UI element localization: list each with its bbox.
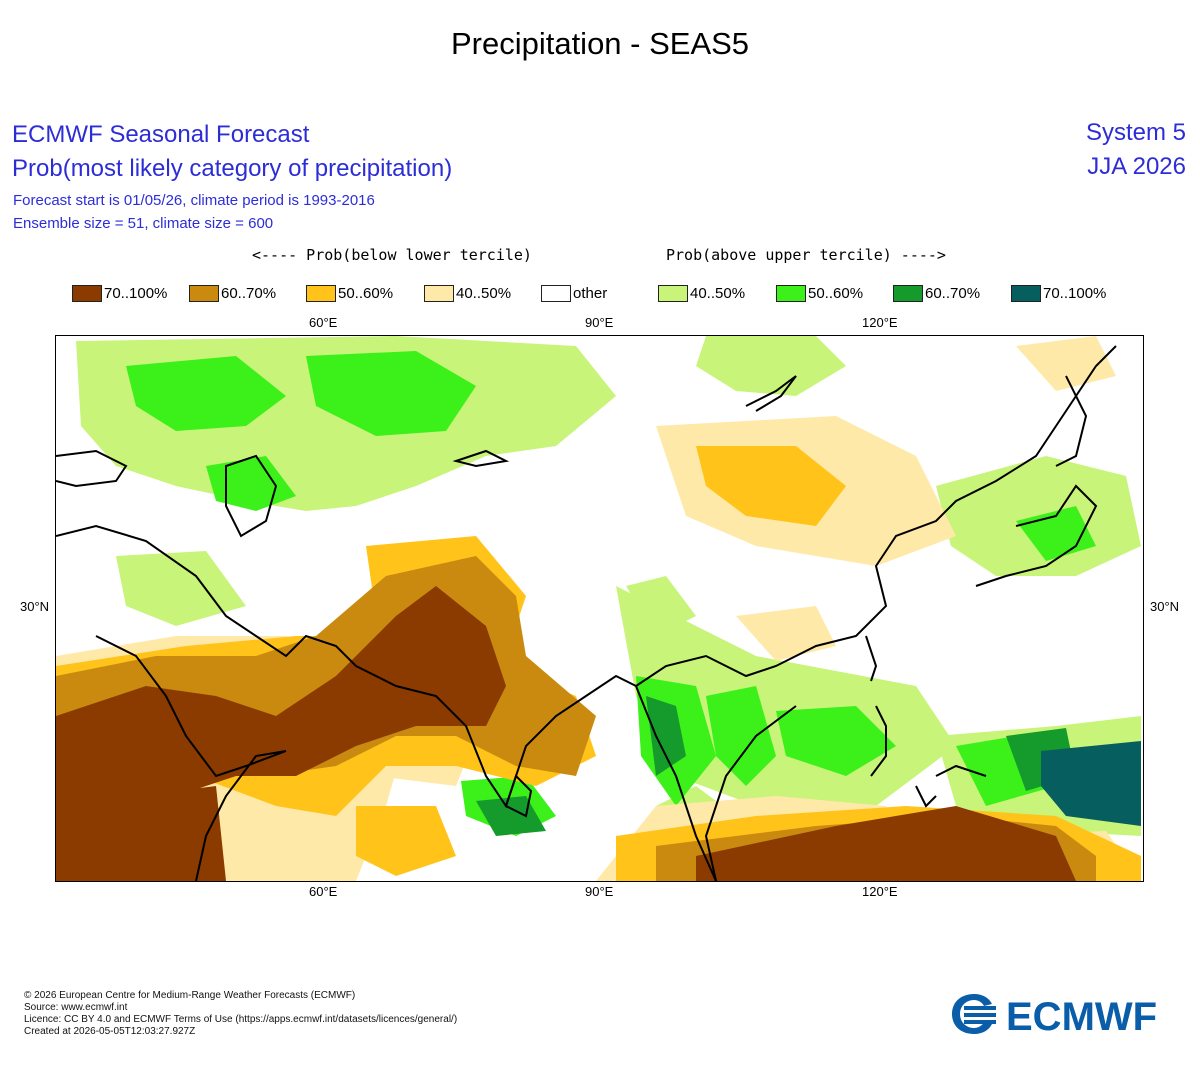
ecmwf-logo: ECMWF	[950, 990, 1180, 1039]
ensemble-info: Ensemble size = 51, climate size = 600	[13, 215, 274, 232]
legend-swatch	[306, 284, 336, 302]
forecast-subtitle: Prob(most likely category of precipitati…	[12, 155, 453, 182]
legend-swatch	[541, 284, 571, 302]
legend-item: 70..100%	[72, 283, 167, 303]
logo-text: ECMWF	[1006, 995, 1157, 1038]
footer-created: Created at 2026-05-05T12:03:27.927Z	[24, 1026, 196, 1037]
legend-swatch	[658, 284, 688, 302]
forecast-title: ECMWF Seasonal Forecast	[12, 121, 310, 148]
forecast-start-info: Forecast start is 01/05/26, climate peri…	[13, 192, 375, 209]
legend-label: 70..100%	[104, 284, 168, 302]
region-below-70-100	[56, 586, 1076, 881]
lat-label-left: 30°N	[20, 599, 50, 614]
lon-label-top: 120°E	[862, 315, 898, 330]
legend-label: 40..50%	[690, 284, 746, 302]
lon-label-bottom: 60°E	[309, 884, 338, 899]
legend-label: 50..60%	[808, 284, 864, 302]
legend-swatch	[72, 284, 102, 302]
legend-label: 60..70%	[221, 284, 277, 302]
lon-label-bottom: 120°E	[862, 884, 898, 899]
footer-licence: Licence: CC BY 4.0 and ECMWF Terms of Us…	[24, 1014, 458, 1025]
legend-item: 50..60%	[306, 283, 393, 303]
page-title: Precipitation - SEAS5	[450, 26, 750, 61]
legend-label: 40..50%	[456, 284, 512, 302]
legend-item: 40..50%	[424, 283, 511, 303]
legend-swatch	[1011, 284, 1041, 302]
legend: 70..100% 60..70% 50..60% 40..50% other 4…	[0, 283, 1200, 305]
legend-swatch	[893, 284, 923, 302]
probability-map	[55, 335, 1144, 882]
legend-label: 70..100%	[1043, 284, 1107, 302]
legend-label: 50..60%	[338, 284, 394, 302]
lon-label-bottom: 90°E	[585, 884, 614, 899]
legend-label: 60..70%	[925, 284, 981, 302]
legend-item: 60..70%	[189, 283, 276, 303]
coastlines	[56, 345, 1117, 881]
legend-swatch	[776, 284, 806, 302]
legend-item: 60..70%	[893, 283, 980, 303]
legend-item: 50..60%	[776, 283, 863, 303]
lon-label-top: 60°E	[309, 315, 338, 330]
lat-label-right: 30°N	[1150, 599, 1180, 614]
legend-item: 70..100%	[1011, 283, 1106, 303]
legend-label: other	[573, 284, 608, 302]
map-canvas	[56, 336, 1141, 881]
footer-source: Source: www.ecmwf.int	[24, 1002, 128, 1013]
region-above-50-60	[126, 351, 1096, 836]
lon-label-top: 90°E	[585, 315, 614, 330]
ecmwf-logo-icon: ECMWF	[952, 994, 1157, 1039]
system-label: System 5	[1085, 119, 1186, 146]
legend-swatch	[424, 284, 454, 302]
season-label: JJA 2026	[1087, 153, 1186, 180]
legend-below-heading: <---- Prob(below lower tercile)	[252, 246, 532, 264]
footer-copyright: © 2026 European Centre for Medium-Range …	[24, 990, 356, 1001]
region-above-70-100	[1041, 741, 1141, 826]
legend-item: other	[541, 283, 607, 303]
legend-above-heading: Prob(above upper tercile) ---->	[666, 246, 946, 264]
legend-item: 40..50%	[658, 283, 745, 303]
legend-swatch	[189, 284, 219, 302]
